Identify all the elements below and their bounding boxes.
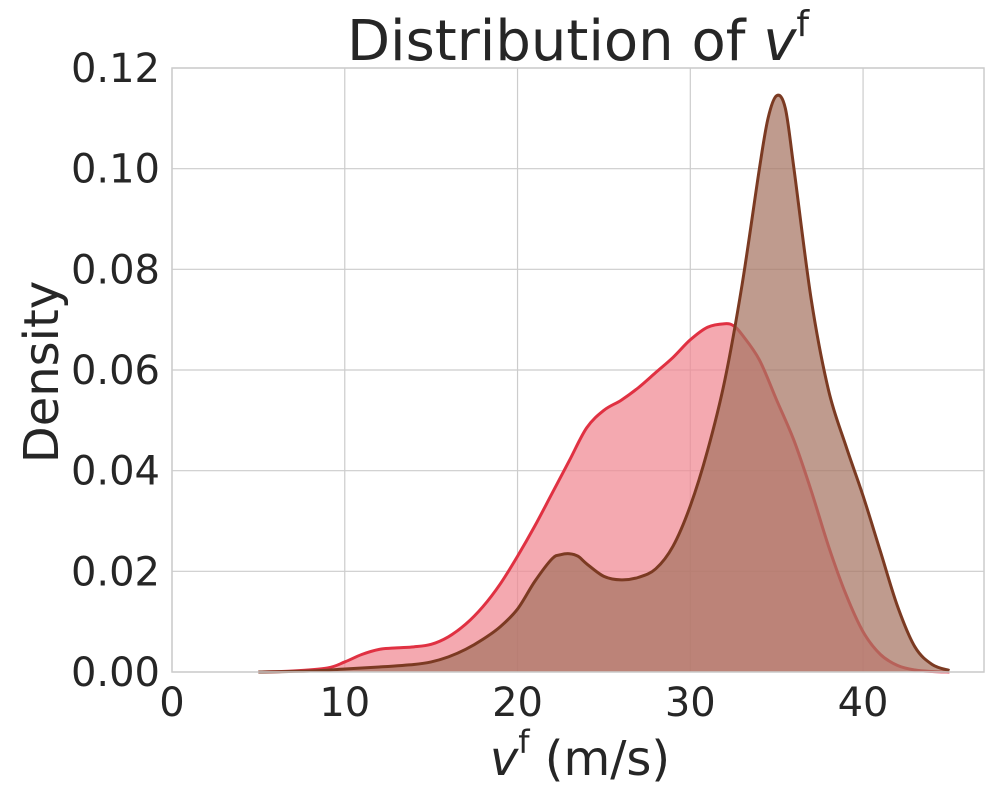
y-tick-label: 0.04 — [71, 449, 160, 495]
plot-frame — [171, 67, 985, 673]
y-axis-label: Density — [14, 281, 70, 463]
density-line-series-2 — [258, 93, 950, 674]
x-tick-labels: 0 10 20 30 40 — [159, 680, 888, 726]
y-tick-label: 0.06 — [71, 348, 160, 394]
density-areas — [258, 93, 950, 674]
x-tick-label: 30 — [665, 680, 716, 726]
y-tick-label: 0.10 — [71, 147, 160, 193]
chart-title-text: Distribution of — [347, 9, 763, 74]
x-axis-label: vf (m/s) — [490, 723, 670, 787]
x-tick-label: 10 — [319, 680, 370, 726]
y-tick-label: 0.02 — [71, 549, 160, 595]
x-axis-label-unit: (m/s) — [530, 731, 671, 787]
x-tick-label: 40 — [838, 680, 889, 726]
density-fill-series-2 — [258, 95, 950, 672]
y-tick-label: 0.00 — [71, 650, 160, 696]
y-tick-label: 0.12 — [71, 46, 160, 92]
y-tick-label: 0.08 — [71, 247, 160, 293]
chart-title-sup: f — [796, 4, 810, 45]
x-tick-label: 0 — [159, 680, 184, 726]
x-axis-label-sup: f — [518, 723, 530, 761]
x-axis-label-var: v — [490, 731, 519, 787]
chart-title: Distribution of vf — [347, 4, 810, 74]
x-tick-label: 20 — [492, 680, 543, 726]
chart-title-var: v — [763, 9, 797, 74]
y-tick-labels: 0.00 0.02 0.04 0.06 0.08 0.10 0.12 — [71, 46, 160, 696]
